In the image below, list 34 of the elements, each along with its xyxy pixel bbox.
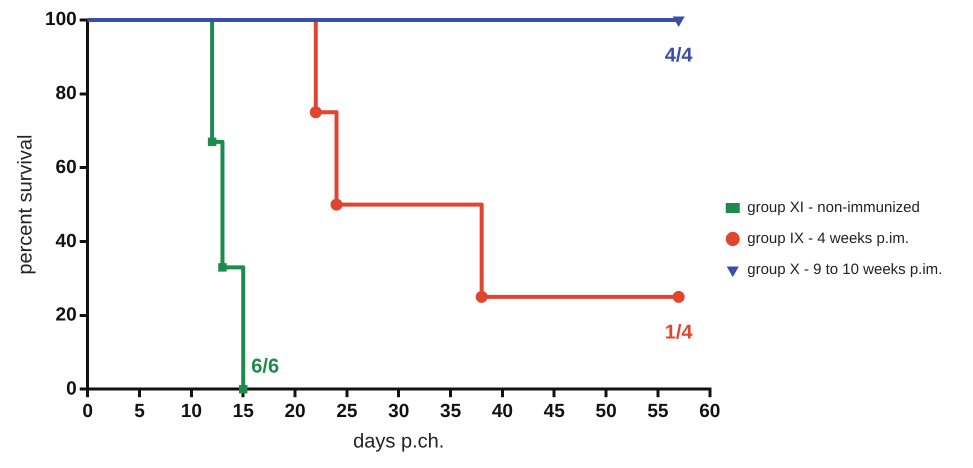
x-tick-label: 50: [596, 400, 617, 422]
y-tick-label: 0: [66, 378, 77, 400]
x-tick-label: 20: [284, 400, 306, 422]
point: [330, 198, 343, 211]
y-tick-label: 40: [56, 230, 77, 252]
x-tick-label: 55: [647, 400, 669, 422]
x-tick-label: 0: [82, 400, 93, 422]
point: [476, 290, 488, 303]
x-tick-label: 10: [180, 400, 202, 422]
x-tick-label: 35: [440, 400, 462, 422]
y-tick-label: 100: [45, 9, 77, 30]
point: [672, 290, 685, 303]
x-tick-label: 45: [544, 400, 566, 422]
x-tick-label: 25: [336, 400, 358, 422]
point: [238, 384, 248, 394]
y-axis-title: percent survival: [14, 134, 37, 275]
x-tick-label: 15: [232, 400, 254, 422]
y-tick-label: 80: [56, 83, 77, 104]
legend-label: group IX - 4 weeks p.im.: [747, 230, 909, 248]
point: [218, 263, 227, 272]
x-tick-label: 60: [699, 400, 720, 422]
x-tick-label: 5: [134, 400, 146, 422]
legend-label: group X - 9 to 10 weeks p.im.: [747, 261, 942, 278]
y-tick-label: 60: [56, 156, 77, 178]
x-axis-title: days p.ch.: [353, 430, 444, 453]
annotation: 6/6: [251, 356, 280, 378]
legend-label: group XI - non-immunized: [747, 199, 920, 216]
annotation: 4/4: [664, 44, 694, 67]
x-tick-label: 40: [492, 400, 513, 422]
y-tick-label: 20: [56, 304, 77, 326]
point: [310, 106, 322, 118]
x-tick-label: 30: [388, 400, 410, 422]
point: [208, 138, 216, 146]
annotation: 1/4: [664, 321, 694, 344]
